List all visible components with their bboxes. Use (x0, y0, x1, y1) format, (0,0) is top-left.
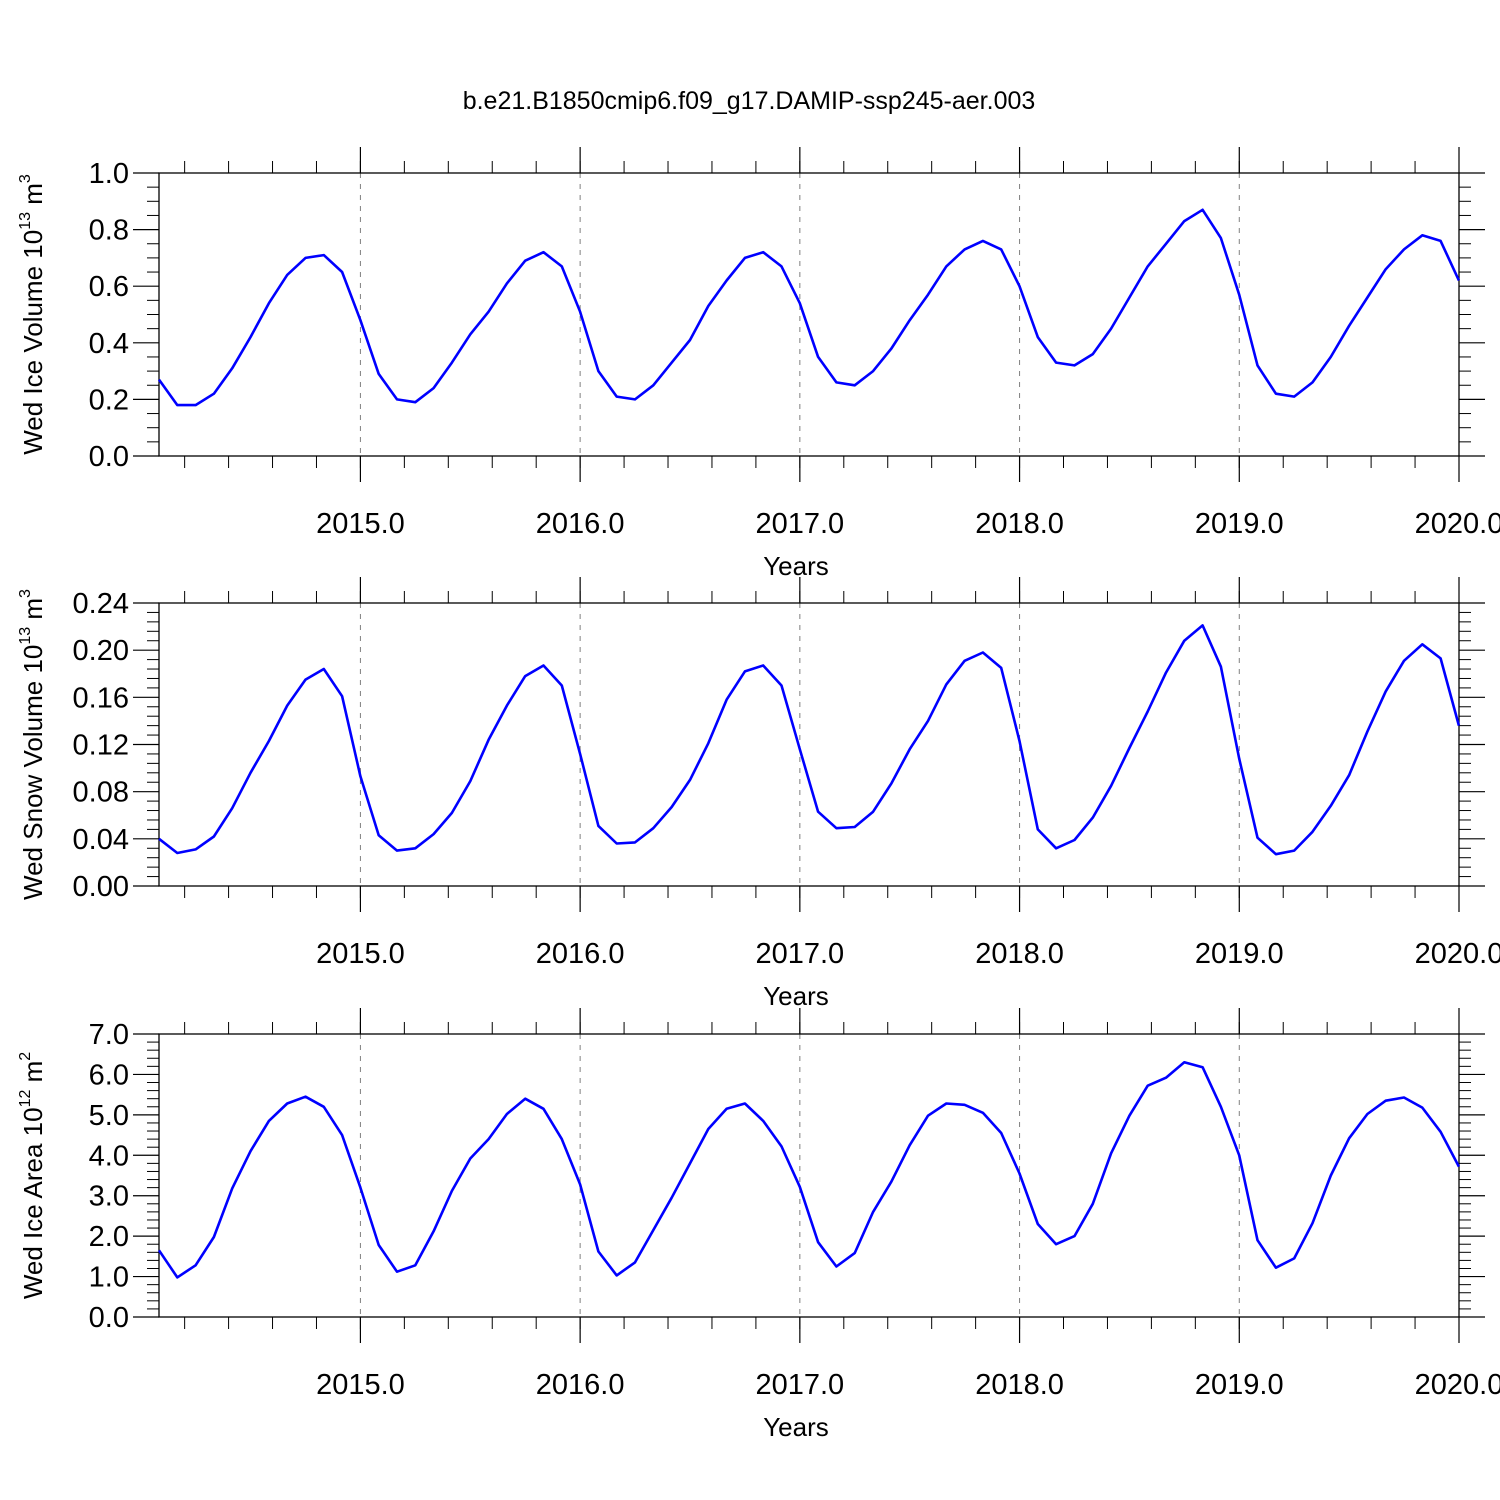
x-tick-label: 2016.0 (536, 1369, 625, 1401)
x-tick-label: 2019.0 (1195, 1369, 1284, 1401)
y-tick-label: 0.0 (89, 441, 129, 473)
x-tick-label: 2017.0 (755, 938, 844, 970)
x-tick-label: 2018.0 (975, 938, 1064, 970)
y-axis-label-superscript: 2 (17, 1052, 34, 1061)
y-axis-label-part: Wed Ice Area 10 (18, 1107, 48, 1299)
y-axis-label-part: m (18, 1061, 48, 1090)
y-tick-label: 0.6 (89, 271, 129, 303)
x-axis-label: Years (763, 1412, 829, 1442)
y-tick-label: 2.0 (89, 1221, 129, 1253)
y-axis-label-superscript: 12 (17, 1090, 34, 1108)
y-tick-label: 4.0 (89, 1140, 129, 1172)
series-line (157, 1061, 1461, 1279)
x-tick-label: 2018.0 (975, 508, 1064, 540)
y-axis-label-superscript: 3 (17, 589, 34, 598)
y-tick-label: 0.04 (73, 824, 129, 856)
y-axis-label-superscript: 13 (17, 627, 34, 645)
x-tick-label: 2016.0 (536, 508, 625, 540)
panel-ice-volume: 2015.0 2016.0 2017.0 2018.0 2019.0 2020.0 Year… (17, 147, 1500, 581)
y-tick-label: 7.0 (89, 1019, 129, 1051)
plot-frame (158, 1033, 1460, 1318)
y-tick-label: 1.0 (89, 158, 129, 190)
y-tick-label: 0.24 (73, 588, 129, 620)
y-tick-label: 0.16 (73, 682, 129, 714)
y-axis-label-part: Wed Ice Volume 10 (18, 230, 48, 455)
x-tick-label: 2020.0 (1415, 508, 1500, 540)
panel-ice-area: 2015.0 2016.0 2017.0 2018.0 2019.0 2020.0 Year… (17, 1008, 1500, 1442)
y-axis-label-superscript: 3 (17, 174, 34, 183)
y-axis-label-part: m (18, 183, 48, 212)
figure-title: b.e21.B1850cmip6.f09_g17.DAMIP-ssp245-ae… (463, 87, 1036, 115)
y-axis-label-part: Wed Snow Volume 10 (18, 645, 48, 900)
x-tick-label: 2015.0 (316, 508, 405, 540)
x-axis-label: Years (763, 551, 829, 581)
y-tick-label: 0.20 (73, 635, 129, 667)
y-tick-label: 6.0 (89, 1059, 129, 1091)
y-axis-label-part: m (18, 598, 48, 627)
y-tick-label: 0.12 (73, 730, 129, 762)
y-tick-label: 3.0 (89, 1181, 129, 1213)
series-line (157, 208, 1461, 407)
y-tick-label: 0.0 (89, 1302, 129, 1334)
x-tick-label: 2018.0 (975, 1369, 1064, 1401)
panel-snow-volume: 2015.0 2016.0 2017.0 2018.0 2019.0 2020.0 Year… (17, 577, 1500, 1011)
x-tick-label: 2015.0 (316, 1369, 405, 1401)
y-tick-label: 0.2 (89, 384, 129, 416)
x-tick-label: 2015.0 (316, 938, 405, 970)
x-tick-label: 2019.0 (1195, 938, 1284, 970)
x-tick-label: 2020.0 (1415, 938, 1500, 970)
x-tick-label: 2020.0 (1415, 1369, 1500, 1401)
x-tick-label: 2017.0 (755, 508, 844, 540)
y-tick-label: 5.0 (89, 1100, 129, 1132)
plot-frame (158, 172, 1460, 457)
y-tick-label: 0.08 (73, 777, 129, 809)
y-axis-label-superscript: 13 (17, 212, 34, 230)
x-tick-label: 2016.0 (536, 938, 625, 970)
y-axis-label: Wed Ice Area 1012 m2 (17, 1052, 48, 1299)
y-axis-label: Wed Ice Volume 1013 m3 (17, 174, 48, 455)
series-line (158, 624, 1461, 856)
x-tick-label: 2017.0 (755, 1369, 844, 1401)
x-axis-label: Years (763, 981, 829, 1011)
x-tick-label: 2019.0 (1195, 508, 1284, 540)
y-tick-label: 0.4 (89, 328, 129, 360)
y-axis-label: Wed Snow Volume 1013 m3 (17, 589, 48, 900)
y-tick-label: 1.0 (89, 1262, 129, 1294)
y-tick-label: 0.8 (89, 215, 129, 247)
y-tick-label: 0.00 (73, 871, 129, 903)
